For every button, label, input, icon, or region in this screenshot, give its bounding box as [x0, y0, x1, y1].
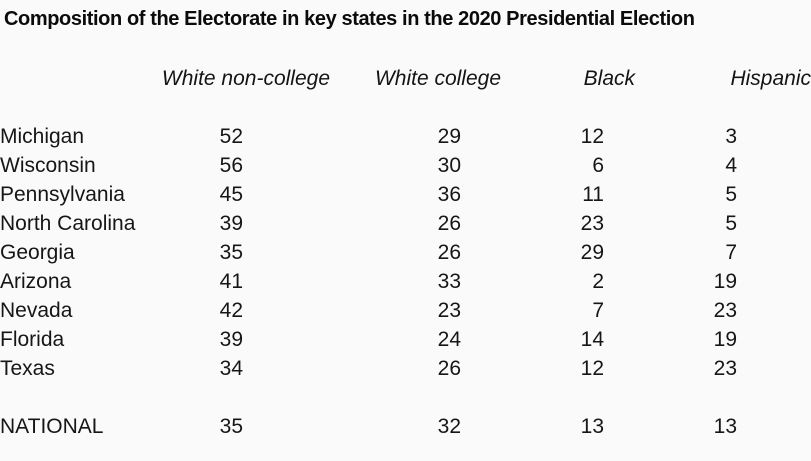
value-cell: 30 [437, 154, 461, 177]
value-cell: 24 [437, 328, 461, 351]
value-cell: 4 [725, 154, 737, 177]
header-black: Black [583, 67, 635, 90]
value-cell: 5 [725, 183, 737, 206]
value-cell: 13 [580, 415, 604, 438]
table-row-texas: Texas 34 26 12 23 [0, 354, 811, 383]
header-hispanic: Hispanic [730, 67, 811, 90]
table-row-arizona: Arizona 41 33 2 19 [0, 267, 811, 296]
value-cell: 23 [713, 357, 737, 380]
spacer-row [0, 93, 811, 122]
state-label: Florida [0, 328, 65, 351]
value-cell: 26 [437, 357, 461, 380]
value-cell: 5 [725, 212, 737, 235]
value-cell: 39 [219, 212, 243, 235]
table-row-michigan: Michigan 52 29 12 3 [0, 122, 811, 151]
value-cell: 52 [219, 125, 243, 148]
value-cell: 26 [437, 212, 461, 235]
value-cell: 34 [219, 357, 243, 380]
value-cell: 14 [580, 328, 604, 351]
page-title: Composition of the Electorate in key sta… [4, 8, 695, 30]
electorate-table: White non-college White college Black Hi… [0, 64, 811, 441]
value-cell: 7 [592, 299, 604, 322]
state-label: NATIONAL [0, 415, 104, 438]
value-cell: 29 [580, 241, 604, 264]
value-cell: 11 [582, 183, 604, 206]
value-cell: 36 [437, 183, 461, 206]
value-cell: 42 [219, 299, 243, 322]
value-cell: 29 [437, 125, 461, 148]
value-cell: 2 [592, 270, 604, 293]
spacer-row [0, 383, 811, 412]
value-cell: 3 [725, 125, 737, 148]
value-cell: 6 [592, 154, 604, 177]
value-cell: 35 [219, 415, 243, 438]
value-cell: 23 [580, 212, 604, 235]
state-label: Arizona [0, 270, 72, 293]
value-cell: 35 [219, 241, 243, 264]
value-cell: 7 [725, 241, 737, 264]
header-white-non-college: White non-college [161, 67, 330, 90]
header-white-college: White college [374, 67, 501, 90]
table-row-nevada: Nevada 42 23 7 23 [0, 296, 811, 325]
value-cell: 26 [437, 241, 461, 264]
value-cell: 56 [219, 154, 243, 177]
value-cell: 23 [437, 299, 461, 322]
state-label: Pennsylvania [0, 183, 125, 206]
value-cell: 32 [437, 415, 461, 438]
table-row-north-carolina: North Carolina 39 26 23 5 [0, 209, 811, 238]
value-cell: 33 [437, 270, 461, 293]
value-cell: 12 [580, 125, 604, 148]
table-row-florida: Florida 39 24 14 19 [0, 325, 811, 354]
state-label: Georgia [0, 241, 75, 264]
value-cell: 19 [713, 270, 737, 293]
table-row-wisconsin: Wisconsin 56 30 6 4 [0, 151, 811, 180]
value-cell: 13 [713, 415, 737, 438]
value-cell: 12 [580, 357, 604, 380]
screenshot-root: { "title": "Composition of the Electorat… [0, 7, 811, 461]
table-row-national: NATIONAL 35 32 13 13 [0, 412, 811, 441]
table-row-georgia: Georgia 35 26 29 7 [0, 238, 811, 267]
state-label: Wisconsin [0, 154, 96, 177]
header-state-blank [0, 64, 160, 93]
value-cell: 41 [219, 270, 243, 293]
state-label: Texas [0, 357, 55, 380]
value-cell: 39 [219, 328, 243, 351]
state-label: Nevada [0, 299, 73, 322]
state-label: Michigan [0, 125, 85, 148]
state-label: North Carolina [0, 212, 136, 235]
value-cell: 45 [219, 183, 243, 206]
header-row: White non-college White college Black Hi… [0, 64, 811, 93]
value-cell: 23 [713, 299, 737, 322]
value-cell: 19 [713, 328, 737, 351]
table-row-pennsylvania: Pennsylvania 45 36 11 5 [0, 180, 811, 209]
